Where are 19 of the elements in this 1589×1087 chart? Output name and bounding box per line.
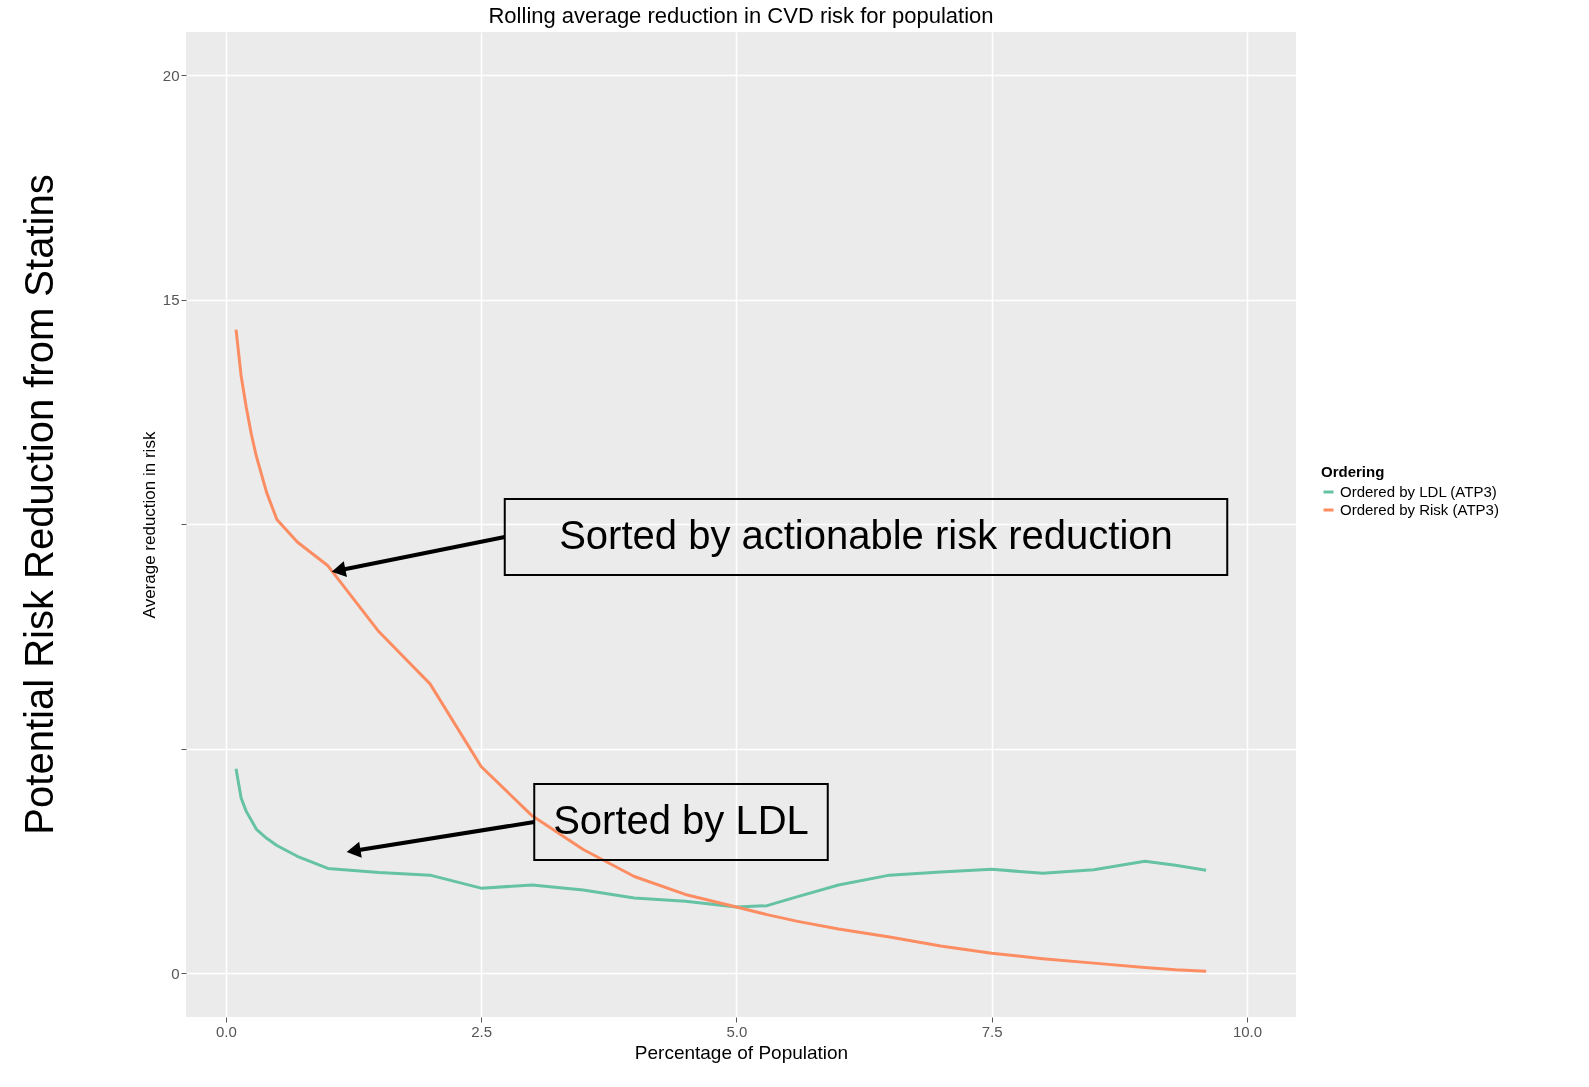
x-tick-label: 0.0 [215,1022,237,1040]
text: Potential Risk Reduction from Statins [17,174,61,835]
legend-label: Ordered by Risk (ATP3) [1340,501,1499,518]
line-series [234,328,1208,973]
legend-label: Ordered by LDL (ATP3) [1340,483,1497,500]
annotation: Sorted by actionable risk reduction [559,513,1173,557]
x-tick-label: 10.0 [1232,1022,1263,1040]
x-tick-label: 5.0 [726,1022,748,1040]
legend-title: Ordering [1321,462,1385,480]
chart-title: Rolling average reduction in CVD risk for population [488,3,994,28]
line-series [234,767,1208,909]
x-axis-title: Percentage of Population [634,1041,849,1063]
x-tick-label: 2.5 [471,1022,493,1040]
y-tick-label: 0 [171,964,180,982]
x-tick-label: 7.5 [981,1022,1003,1040]
y-axis-title: Average reduction in risk [139,431,159,619]
annotation: Sorted by LDL [553,798,809,842]
y-tick-label: 15 [162,291,180,309]
y-tick-label: 20 [162,66,180,84]
